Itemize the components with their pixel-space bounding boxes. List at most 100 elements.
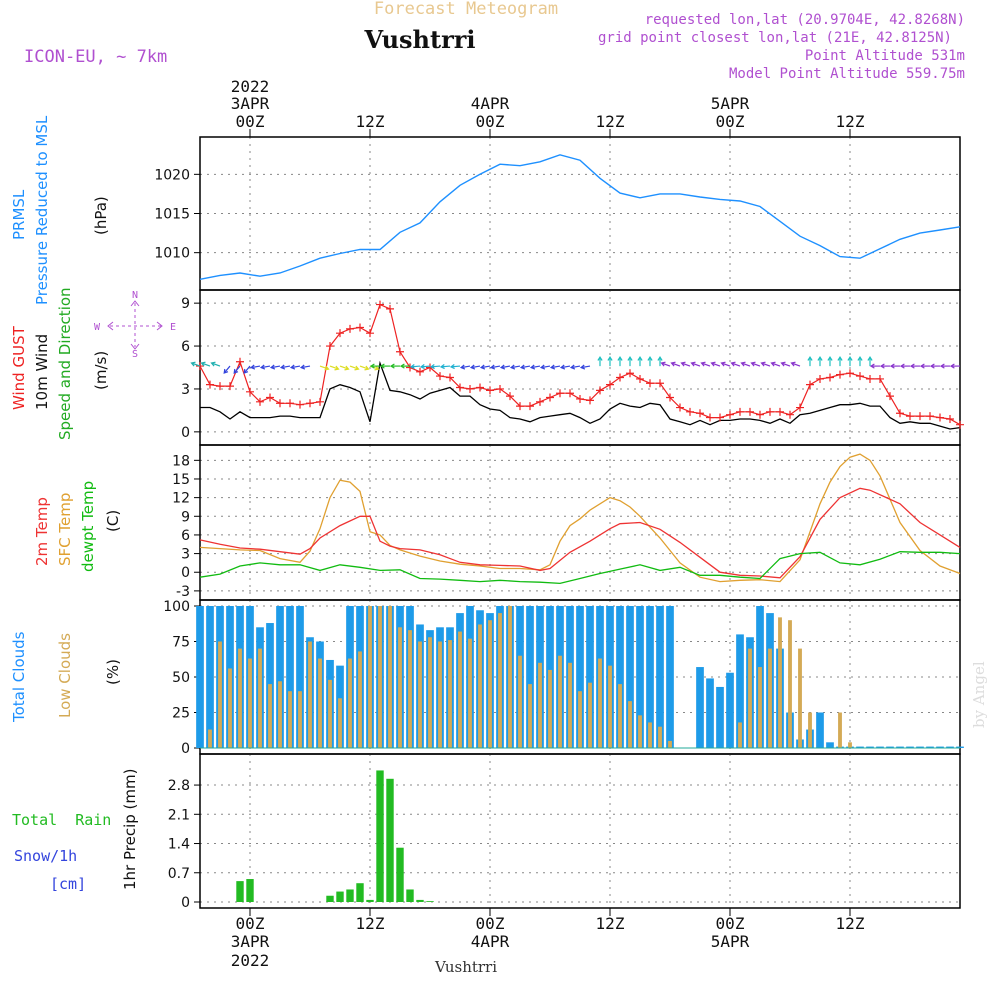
wind-direction-arrow [389, 363, 401, 369]
gust-point [266, 393, 274, 402]
wind-direction-arrow [233, 365, 241, 374]
low-cloud-bar [458, 631, 462, 748]
rain-bar [366, 899, 374, 902]
top-time-label: 2022 [231, 77, 270, 96]
wind-direction-arrow [529, 364, 541, 370]
total-cloud-bar [656, 606, 664, 748]
wind-direction-arrow [579, 364, 591, 370]
wind-direction-arrow [597, 355, 603, 367]
y-tick-label: 3 [181, 547, 190, 563]
bottom-time-label: 00Z [716, 914, 745, 933]
wind-direction-arrow [339, 365, 350, 371]
pressure-msl-label: Pressure Reduced to MSL [33, 115, 51, 305]
total-cloud-bar [856, 746, 864, 748]
prmsl-label: PRMSL [10, 189, 28, 240]
low-cloud-bar [668, 740, 672, 748]
top-time-label: 12Z [356, 112, 385, 131]
precip-panel: 0 0.7 1.4 2.1 2.8 [168, 753, 961, 911]
wind-direction-arrow [249, 364, 261, 370]
total-cloud-bar [876, 746, 884, 748]
gust-point [726, 410, 734, 419]
y-tick-label: 75 [172, 635, 190, 651]
wind-series-line [200, 360, 961, 430]
total-cloud-bar [896, 746, 904, 748]
low-cloud-bar [318, 658, 322, 748]
rain-bar [346, 889, 354, 902]
low-cloud-bar [848, 742, 852, 748]
watermark: by Angel [970, 661, 988, 728]
total-cloud-bar [936, 746, 944, 748]
total-rain-label: Total Rain [12, 811, 111, 829]
y-tick-label: 0.7 [168, 866, 190, 882]
total-cloud-bar [296, 606, 304, 748]
low-cloud-bar [778, 617, 782, 748]
compass-e-label: E [170, 322, 176, 333]
wind-direction-arrow [710, 361, 721, 367]
wind-gust-label: Wind GUST [10, 325, 28, 410]
top-time-label: 5APR [711, 94, 750, 113]
gust-point [226, 382, 234, 391]
top-time-label: 12Z [596, 112, 625, 131]
low-cloud-bar [548, 669, 552, 748]
total-cloud-bar [886, 746, 894, 748]
wind-direction-arrow [399, 363, 411, 369]
low-cloud-bar [398, 627, 402, 748]
wind-direction-arrow [740, 361, 751, 367]
location-title: Vushtrri [364, 25, 476, 54]
total-cloud-bar [946, 746, 954, 748]
gust-point [876, 374, 884, 383]
gust-point [746, 407, 754, 416]
top-time-label: 3APR [231, 94, 270, 113]
compass-w-label: W [94, 322, 101, 333]
low-cloud-bar [418, 641, 422, 748]
low-cloud-bar [838, 712, 842, 748]
y-tick-label: 1020 [154, 167, 190, 183]
gust-point [286, 399, 294, 408]
top-time-label: 00Z [236, 112, 265, 131]
wind-direction-arrow [449, 364, 461, 370]
bottom-time-label: 2022 [231, 951, 270, 970]
temp-dew-series-line [199, 551, 961, 585]
wind-direction-arrow [657, 355, 663, 367]
gust-point [386, 304, 394, 313]
wind-direction-arrow [919, 363, 931, 369]
low-cloud-bar [618, 684, 622, 748]
bottom-time-label: 12Z [836, 914, 865, 933]
rain-bar [426, 901, 434, 902]
low-cloud-bar [208, 729, 212, 748]
low-cloud-bar [508, 606, 512, 748]
wind-direction-arrow [637, 355, 643, 367]
low-cloud-bar [378, 606, 382, 748]
gust-point [506, 392, 514, 401]
wind-direction-arrow [680, 361, 691, 367]
wind-direction-arrow [190, 361, 201, 367]
wind-direction-arrow [760, 361, 771, 367]
wind-direction-arrow [409, 364, 421, 370]
wind-direction-arrow [329, 365, 340, 371]
wind-direction-arrow [857, 355, 863, 367]
gust-point [816, 374, 824, 383]
bottom-time-label: 12Z [356, 914, 385, 933]
y-tick-label: 15 [172, 472, 190, 488]
low-cloud-bar [328, 679, 332, 748]
gridpoint-coords: grid point closest lon,lat (21E, 42.8125… [598, 30, 952, 46]
gust-point [916, 412, 924, 421]
low-clouds-label: Low Clouds [56, 633, 74, 718]
gust-point [516, 402, 524, 411]
low-cloud-bar [228, 668, 232, 748]
bottom-time-label: 3APR [231, 932, 270, 951]
gust-point [626, 369, 634, 378]
y-tick-label: 0 [181, 425, 190, 441]
total-cloud-bar [586, 606, 594, 748]
low-cloud-bar [598, 658, 602, 748]
y-tick-label: 1010 [154, 246, 190, 262]
low-cloud-bar [428, 637, 432, 748]
clouds-panel: 0 25 50 75 100 [163, 599, 964, 757]
gust-point [496, 384, 504, 393]
wind-direction-arrow [479, 364, 491, 370]
point-altitude: Point Altitude 531m [805, 48, 965, 64]
snow-unit-label: [cm] [50, 875, 86, 893]
gust-point [356, 323, 364, 332]
pressure-panel: 1010 1015 1020 [154, 136, 961, 291]
